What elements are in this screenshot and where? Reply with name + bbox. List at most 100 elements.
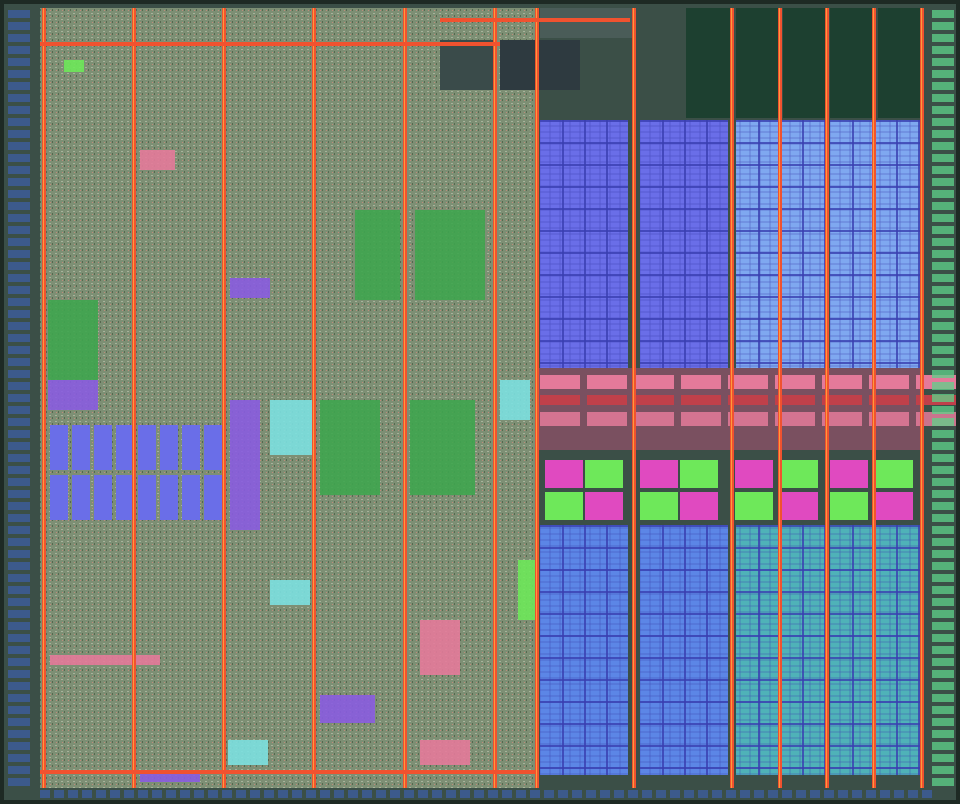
band-block xyxy=(728,375,768,389)
io-pad-right xyxy=(932,274,954,282)
io-pad-right xyxy=(932,562,954,570)
sram-array xyxy=(50,475,68,520)
io-pad-bottom xyxy=(82,790,92,798)
io-pad-right xyxy=(932,202,954,210)
io-pad-right xyxy=(932,22,954,30)
io-pad-bottom xyxy=(390,790,400,798)
cache-col-line xyxy=(896,120,898,368)
tag-array xyxy=(585,460,623,488)
io-pad-left xyxy=(8,730,30,738)
io-pad-bottom xyxy=(670,790,680,798)
cache-col-line xyxy=(562,120,564,368)
sram-array xyxy=(94,475,112,520)
io-pad-right xyxy=(932,418,954,426)
dark-green-block xyxy=(878,8,920,118)
io-pad-right xyxy=(932,190,954,198)
io-pad-left xyxy=(8,310,30,318)
logic-block xyxy=(230,278,270,298)
top-dark-block xyxy=(440,40,495,90)
io-pad-left xyxy=(8,58,30,66)
io-pad-left xyxy=(8,142,30,150)
io-pad-left xyxy=(8,778,30,786)
io-pad-right xyxy=(932,766,954,774)
io-pad-right xyxy=(932,622,954,630)
cache-col-line xyxy=(706,120,708,368)
io-pad-bottom xyxy=(166,790,176,798)
power-rail-highlight xyxy=(873,8,874,788)
io-pad-bottom xyxy=(628,790,638,798)
io-pad-bottom xyxy=(348,790,358,798)
io-pad-left xyxy=(8,166,30,174)
tag-array xyxy=(545,460,583,488)
io-pad-right xyxy=(932,118,954,126)
cache-col-line xyxy=(758,525,760,775)
io-pad-right xyxy=(932,334,954,342)
io-pad-bottom xyxy=(726,790,736,798)
io-pad-bottom xyxy=(404,790,414,798)
io-pad-bottom xyxy=(488,790,498,798)
top-dark-block xyxy=(500,40,580,90)
io-pad-left xyxy=(8,190,30,198)
io-pad-left xyxy=(8,598,30,606)
io-pad-left xyxy=(8,562,30,570)
io-pad-right xyxy=(932,262,954,270)
sram-array xyxy=(72,425,90,470)
io-pad-left xyxy=(8,754,30,762)
tag-array xyxy=(640,460,678,488)
band-block xyxy=(775,375,815,389)
cache-col-line xyxy=(852,120,854,368)
io-pad-left xyxy=(8,178,30,186)
io-pad-bottom xyxy=(474,790,484,798)
io-pad-bottom xyxy=(684,790,694,798)
io-pad-left xyxy=(8,586,30,594)
power-rail-highlight xyxy=(731,8,732,788)
logic-block xyxy=(48,380,98,410)
io-pad-bottom xyxy=(320,790,330,798)
logic-block xyxy=(410,400,475,495)
band-block xyxy=(681,375,721,389)
sram-array xyxy=(138,475,156,520)
io-pad-right xyxy=(932,382,954,390)
io-pad-left xyxy=(8,670,30,678)
sram-array xyxy=(204,475,222,520)
io-pad-right xyxy=(932,406,954,414)
cache-col-line xyxy=(706,525,708,775)
io-pad-left xyxy=(8,298,30,306)
io-pad-bottom xyxy=(558,790,568,798)
io-pad-left xyxy=(8,46,30,54)
logic-block xyxy=(355,210,400,300)
band-block xyxy=(587,395,627,405)
tag-array xyxy=(735,460,773,488)
io-pad-bottom xyxy=(838,790,848,798)
io-pad-left xyxy=(8,526,30,534)
io-pad-bottom xyxy=(922,790,932,798)
io-pad-bottom xyxy=(306,790,316,798)
io-pad-left xyxy=(8,370,30,378)
io-pad-left xyxy=(8,94,30,102)
io-pad-right xyxy=(932,490,954,498)
cache-col-line xyxy=(684,525,686,775)
io-pad-bottom xyxy=(502,790,512,798)
io-pad-left xyxy=(8,550,30,558)
io-pad-left xyxy=(8,658,30,666)
power-rail-highlight xyxy=(921,8,922,788)
io-pad-right xyxy=(932,82,954,90)
cache-band-blocks xyxy=(540,375,956,426)
io-pad-right xyxy=(932,310,954,318)
cache-col-line xyxy=(918,525,920,775)
io-pad-left xyxy=(8,478,30,486)
io-pad-right xyxy=(932,166,954,174)
io-pad-right xyxy=(932,214,954,222)
tag-array xyxy=(680,460,718,488)
sram-array xyxy=(50,425,68,470)
io-pad-bottom xyxy=(768,790,778,798)
logic-block xyxy=(320,400,380,495)
band-block xyxy=(775,395,815,405)
io-pad-bottom xyxy=(740,790,750,798)
io-pad-bottom xyxy=(376,790,386,798)
io-pad-left xyxy=(8,130,30,138)
io-pad-left xyxy=(8,154,30,162)
io-pad-bottom xyxy=(782,790,792,798)
cache-col-line xyxy=(662,525,664,775)
cache-col-line xyxy=(584,120,586,368)
